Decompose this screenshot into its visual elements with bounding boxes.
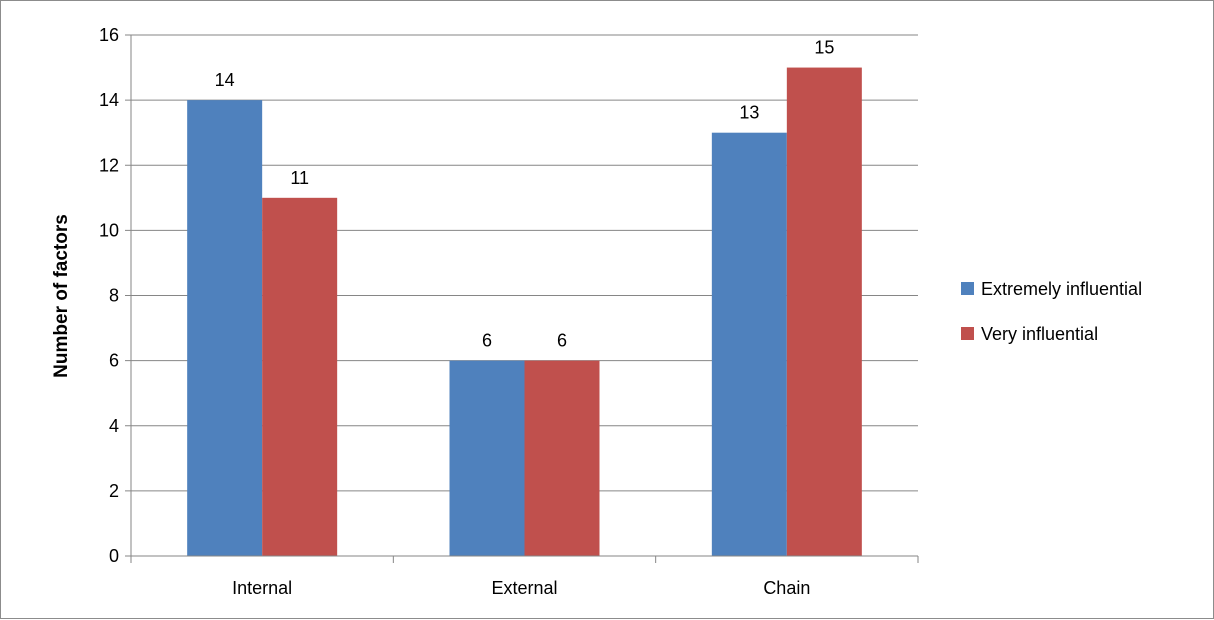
bars	[187, 67, 862, 556]
y-tick-label: 4	[109, 416, 119, 436]
x-category-label: Internal	[232, 578, 292, 598]
data-label: 6	[482, 331, 492, 351]
legend-swatch	[961, 282, 974, 295]
bar	[524, 360, 600, 556]
bar	[786, 67, 862, 556]
bar	[262, 197, 338, 556]
data-label: 11	[290, 168, 309, 188]
legend-swatch	[961, 327, 974, 340]
data-labels: 14 11 6 6 13 15	[215, 38, 835, 351]
y-tick-label: 8	[109, 286, 119, 306]
y-tick-label: 12	[99, 155, 119, 175]
y-tick-label: 10	[99, 220, 119, 240]
legend-label: Extremely influential	[981, 279, 1142, 299]
x-category-label: Chain	[763, 578, 810, 598]
data-label: 6	[557, 331, 567, 351]
bar	[711, 132, 787, 556]
y-tick-label: 16	[99, 25, 119, 45]
data-label: 15	[814, 38, 834, 58]
axes: 0 2 4 6 8 10 12 14 16 Internal External Chain	[99, 25, 919, 598]
y-tick-label: 14	[99, 90, 119, 110]
y-tick-label: 2	[109, 481, 119, 501]
legend-label: Very influential	[981, 324, 1098, 344]
y-axis-title: Number of factors	[51, 214, 72, 378]
data-label: 14	[215, 70, 235, 90]
y-tick-label: 0	[109, 546, 119, 566]
y-tick-label: 6	[109, 351, 119, 371]
bar	[187, 100, 263, 556]
data-label: 13	[739, 103, 759, 123]
legend: Extremely influential Very influential	[961, 279, 1142, 344]
x-category-label: External	[491, 578, 557, 598]
bar	[449, 360, 525, 556]
